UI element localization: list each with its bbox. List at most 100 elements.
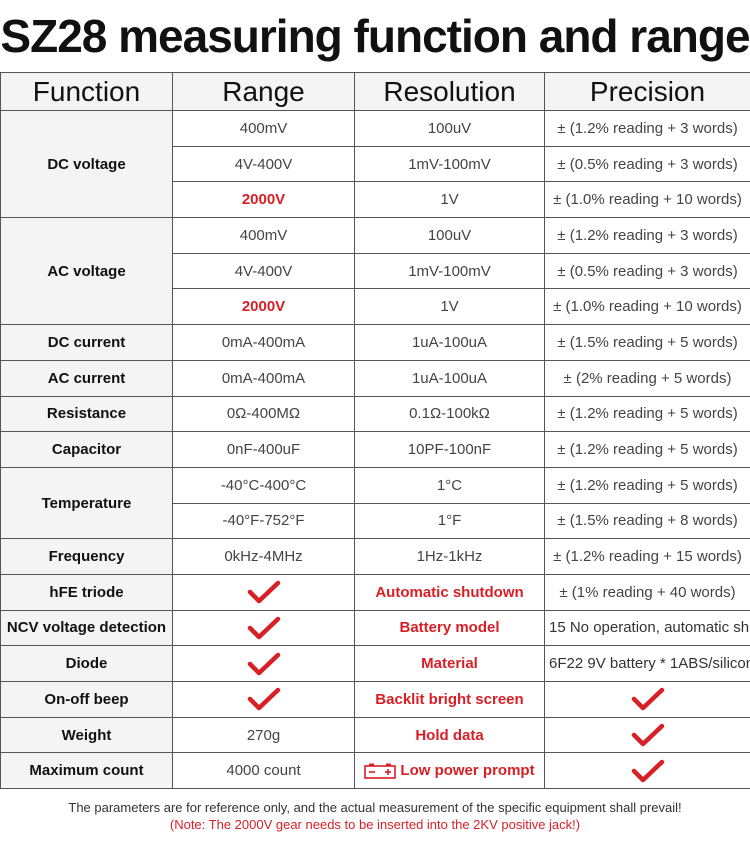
function-dc-voltage: DC voltage xyxy=(0,109,173,219)
table-row: Weight 270g Hold data xyxy=(0,716,750,754)
table-row: 2000V 1V ± (1.0% reading + 10 words) xyxy=(1,288,750,326)
red-checkmark-icon xyxy=(247,616,280,640)
supported-cell xyxy=(172,681,355,718)
red-checkmark-icon xyxy=(247,652,280,675)
table-row: AC current 0mA-400mA 1uA-100uA ± (2% rea… xyxy=(0,359,750,397)
red-checkmark-icon xyxy=(247,581,280,604)
resolution-cell: 10PF-100nF xyxy=(354,431,545,468)
resolution-cell: 1uA-100uA xyxy=(354,359,545,397)
feature-detail: 15 No operation, automatic shutdown xyxy=(544,609,750,647)
resolution-cell: 100uV xyxy=(354,217,545,254)
feature-detail: ± (1% reading + 40 words) xyxy=(544,573,750,611)
table-row: Resistance 0Ω-400MΩ 0.1Ω-100kΩ ± (1.2% r… xyxy=(0,395,750,433)
weight-value: 270g xyxy=(172,716,355,754)
max-count-value: 4000 count xyxy=(172,752,355,790)
table-row: hFE triode Automatic shutdown ± (1% read… xyxy=(0,573,750,611)
header-resolution: Resolution xyxy=(354,72,545,111)
table-row: Capacitor 0nF-400uF 10PF-100nF ± (1.2% r… xyxy=(0,431,750,468)
resolution-cell: 1mV-100mV xyxy=(354,252,545,290)
precision-cell: ± (2% reading + 5 words) xyxy=(544,359,750,397)
feature-label: Material xyxy=(354,645,545,682)
range-cell-highlight: 2000V xyxy=(172,181,355,219)
resolution-cell: 100uV xyxy=(354,110,545,147)
red-checkmark-icon xyxy=(631,688,664,711)
spec-table: Function Range Resolution Precision DC v… xyxy=(0,72,750,790)
feature-label: Hold data xyxy=(354,716,545,754)
precision-cell: ± (0.5% reading + 3 words) xyxy=(544,145,750,183)
function-diode: Diode xyxy=(0,645,173,682)
range-cell: 0kHz-4MHz xyxy=(172,538,355,575)
supported-cell xyxy=(172,573,355,611)
header-range: Range xyxy=(172,72,355,111)
table-header-row: Function Range Resolution Precision xyxy=(0,72,750,111)
range-cell: -40°F-752°F xyxy=(172,502,355,540)
function-weight: Weight xyxy=(0,716,173,754)
red-checkmark-icon xyxy=(247,688,280,711)
page-title: SZ28 measuring function and range xyxy=(0,10,750,62)
function-on-off-beep: On-off beep xyxy=(0,681,173,718)
red-checkmark-icon xyxy=(631,759,664,782)
header-precision: Precision xyxy=(544,72,750,111)
supported-cell xyxy=(172,645,355,682)
resolution-cell: 1mV-100mV xyxy=(354,145,545,183)
range-cell: 0nF-400uF xyxy=(172,431,355,468)
function-ac-current: AC current xyxy=(0,359,173,397)
table-row: -40°F-752°F 1°F ± (1.5% reading + 8 word… xyxy=(1,502,750,540)
red-checkmark-icon xyxy=(631,723,664,747)
table-row: 2000V 1V ± (1.0% reading + 10 words) xyxy=(1,181,750,219)
precision-cell: ± (1.0% reading + 10 words) xyxy=(544,181,750,219)
table-row: Diode Material 6F22 9V battery * 1ABS/si… xyxy=(0,645,750,682)
resolution-cell: 1V xyxy=(354,181,545,219)
table-row: Frequency 0kHz-4MHz 1Hz-1kHz ± (1.2% rea… xyxy=(0,538,750,575)
feature-supported-cell xyxy=(544,752,750,790)
precision-cell: ± (1.5% reading + 5 words) xyxy=(544,324,750,361)
range-cell: 0Ω-400MΩ xyxy=(172,395,355,433)
feature-label: Backlit bright screen xyxy=(354,681,545,718)
resolution-cell: 1V xyxy=(354,288,545,326)
precision-cell: ± (1.2% reading + 3 words) xyxy=(544,217,750,254)
note-text: (Note: The 2000V gear needs to be insert… xyxy=(169,817,581,832)
feature-label: Low power prompt xyxy=(400,762,535,780)
range-cell-highlight: 2000V xyxy=(172,288,355,326)
function-capacitor: Capacitor xyxy=(0,431,173,468)
function-ncv-voltage-detection: NCV voltage detection xyxy=(0,609,173,647)
precision-cell: ± (1.2% reading + 5 words) xyxy=(544,466,750,504)
range-cell: -40°C-400°C xyxy=(172,466,355,504)
range-cell: 4V-400V xyxy=(172,145,355,183)
table-row: Maximum count 4000 count Low power promp… xyxy=(0,752,750,790)
low-power-cell: Low power prompt xyxy=(354,752,545,790)
table-row: On-off beep Backlit bright screen xyxy=(0,681,750,718)
disclaimer-text: The parameters are for reference only, a… xyxy=(68,800,682,815)
header-function: Function xyxy=(0,72,173,111)
battery-icon xyxy=(364,763,397,780)
precision-cell: ± (0.5% reading + 3 words) xyxy=(544,252,750,290)
function-frequency: Frequency xyxy=(0,538,173,575)
resolution-cell: 1Hz-1kHz xyxy=(354,538,545,575)
table-row: DC current 0mA-400mA 1uA-100uA ± (1.5% r… xyxy=(0,324,750,361)
function-resistance: Resistance xyxy=(0,395,173,433)
table-row: DC voltage 400mV 100uV ± (1.2% reading +… xyxy=(0,109,750,219)
function-ac-voltage: AC voltage xyxy=(0,217,173,326)
table-row: Temperature -40°C-400°C 1°C ± (1.2% read… xyxy=(0,466,750,540)
table-row: 4V-400V 1mV-100mV ± (0.5% reading + 3 wo… xyxy=(1,252,750,290)
resolution-cell: 1uA-100uA xyxy=(354,324,545,361)
precision-cell: ± (1.2% reading + 5 words) xyxy=(544,395,750,433)
range-cell: 0mA-400mA xyxy=(172,359,355,397)
feature-label: Battery model xyxy=(354,609,545,647)
range-cell: 400mV xyxy=(172,110,355,147)
feature-label: Automatic shutdown xyxy=(354,573,545,611)
footer: The parameters are for reference only, a… xyxy=(0,799,750,833)
function-maximum-count: Maximum count xyxy=(0,752,173,790)
range-cell: 4V-400V xyxy=(172,252,355,290)
feature-supported-cell xyxy=(544,681,750,718)
precision-cell: ± (1.2% reading + 15 words) xyxy=(544,538,750,575)
range-cell: 0mA-400mA xyxy=(172,324,355,361)
precision-cell: ± (1.2% reading + 5 words) xyxy=(544,431,750,468)
resolution-cell: 1°F xyxy=(354,502,545,540)
precision-cell: ± (1.0% reading + 10 words) xyxy=(544,288,750,326)
resolution-cell: 0.1Ω-100kΩ xyxy=(354,395,545,433)
precision-cell: ± (1.2% reading + 3 words) xyxy=(544,110,750,147)
function-temperature: Temperature xyxy=(0,466,173,540)
function-dc-current: DC current xyxy=(0,324,173,361)
resolution-cell: 1°C xyxy=(354,466,545,504)
